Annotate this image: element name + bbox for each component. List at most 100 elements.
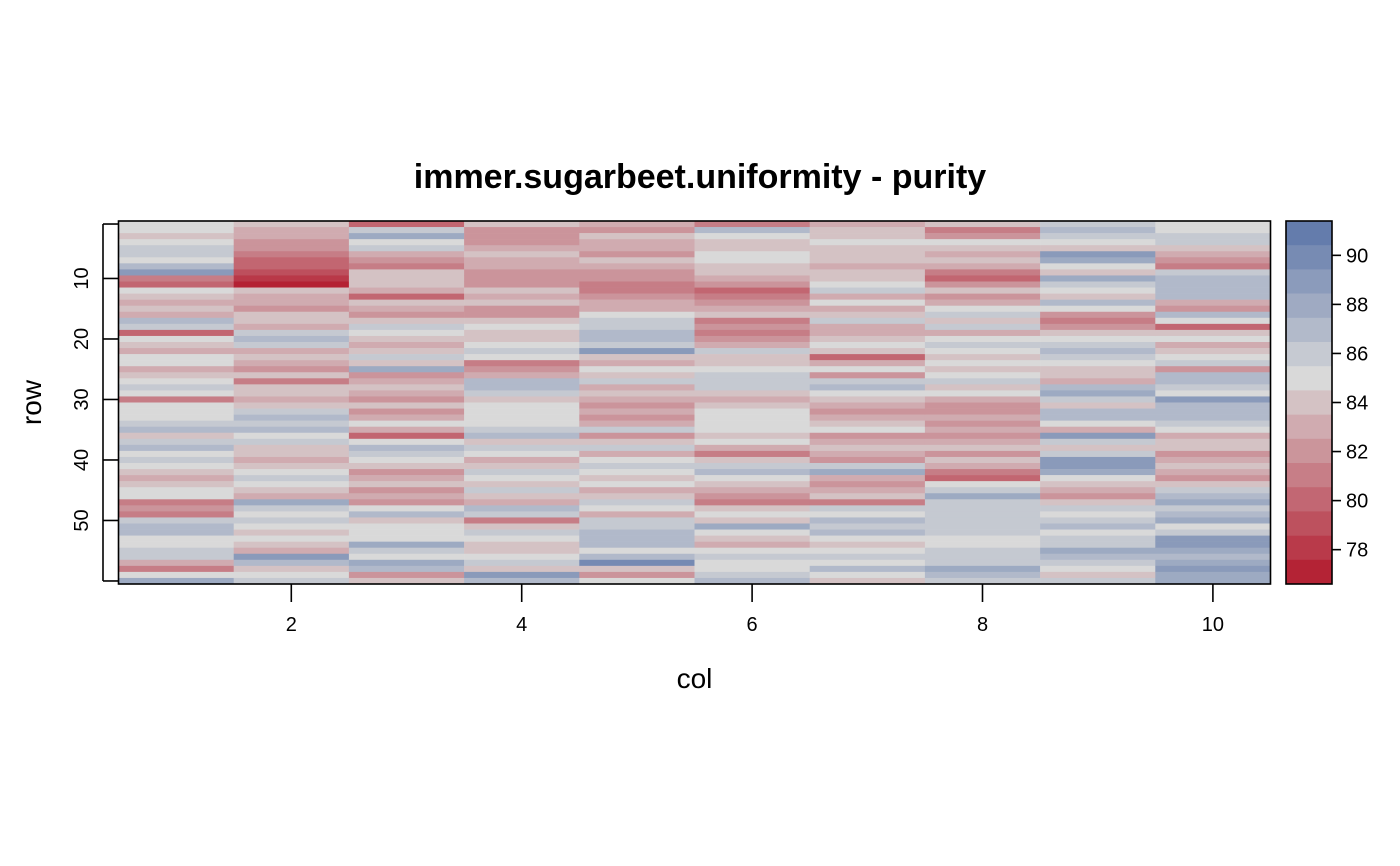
heatmap-cell (348, 559, 465, 567)
heatmap-cell (924, 275, 1041, 282)
y-axis-label: row (16, 379, 47, 425)
heatmap-cell (1155, 414, 1271, 421)
heatmap-cell (118, 342, 234, 349)
heatmap-cell (809, 559, 926, 567)
heatmap-cell (694, 547, 810, 555)
heatmap-cell (579, 450, 695, 458)
heatmap-cell (1155, 227, 1271, 234)
heatmap-cell (809, 511, 926, 518)
heatmap-cell (809, 360, 926, 367)
heatmap-cell (1155, 553, 1271, 561)
heatmap-cell (924, 269, 1041, 276)
heatmap-cell (694, 414, 810, 421)
heatmap-cell (694, 221, 810, 228)
heatmap-cell (694, 275, 810, 282)
heatmap-cell (924, 475, 1041, 482)
heatmap-cell (348, 432, 465, 440)
heatmap-cell (118, 535, 234, 542)
heatmap-cell (579, 577, 695, 585)
heatmap-cell (118, 329, 234, 337)
heatmap-cell (464, 311, 580, 319)
heatmap-cell (233, 342, 350, 349)
heatmap-cell (233, 475, 350, 482)
heatmap-cell (924, 311, 1041, 319)
heatmap-cell (924, 408, 1041, 415)
heatmap-cell (233, 366, 350, 373)
heatmap-cell (694, 450, 810, 458)
heatmap-cell (1155, 559, 1271, 567)
heatmap-cell (233, 384, 350, 391)
heatmap-cell (1040, 342, 1156, 349)
heatmap-cell (1040, 354, 1156, 361)
heatmap-cell (809, 456, 926, 464)
heatmap-cell (1040, 493, 1156, 500)
heatmap-cell (809, 414, 926, 421)
heatmap-cell (579, 505, 695, 512)
heatmap-cell (579, 529, 695, 536)
y-tick-label: 20 (71, 328, 93, 350)
heatmap-cell (579, 414, 695, 421)
heatmap-cell (1155, 384, 1271, 391)
heatmap-cell (348, 517, 465, 524)
heatmap-cell (348, 269, 465, 276)
heatmap-cell (348, 317, 465, 325)
heatmap-cell (694, 227, 810, 234)
heatmap-cell (1040, 444, 1156, 452)
heatmap-cell (1040, 251, 1156, 258)
heatmap-cell (1040, 553, 1156, 561)
heatmap-cell (809, 329, 926, 337)
heatmap-cell (579, 378, 695, 385)
heatmap-cell (464, 511, 580, 518)
heatmap-cell (1155, 293, 1271, 300)
heatmap-cell (464, 342, 580, 349)
heatmap-cell (348, 251, 465, 258)
heatmap-cell (1155, 269, 1271, 276)
heatmap-cell (1155, 275, 1271, 282)
heatmap-cell (464, 456, 580, 464)
heatmap-cell (348, 408, 465, 415)
heatmap-cell (118, 396, 234, 403)
heatmap-cell (348, 469, 465, 476)
heatmap-cell (348, 323, 465, 331)
heatmap-cell (464, 384, 580, 391)
heatmap-cell (1040, 499, 1156, 506)
heatmap-cell (233, 293, 350, 300)
heatmap-cell (694, 541, 810, 548)
heatmap-cell (464, 221, 580, 228)
heatmap-cell (118, 354, 234, 361)
heatmap-cell (924, 372, 1041, 379)
heatmap-cell (694, 396, 810, 403)
heatmap-cell (694, 281, 810, 288)
heatmap-cell (924, 354, 1041, 361)
heatmap-cell (924, 463, 1041, 470)
heatmap-cell (1040, 311, 1156, 319)
heatmap-cell (348, 529, 465, 536)
heatmap-cell (348, 384, 465, 391)
heatmap-cell (809, 342, 926, 349)
heatmap-cell (233, 469, 350, 476)
heatmap-cell (579, 354, 695, 361)
heatmap-cell (694, 559, 810, 567)
heatmap-cell (1155, 239, 1271, 246)
heatmap-cell (924, 323, 1041, 331)
heatmap-cell (233, 487, 350, 494)
heatmap-cell (233, 438, 350, 446)
heatmap-cell (579, 221, 695, 228)
heatmap-cell (118, 227, 234, 234)
heatmap-cell (118, 420, 234, 427)
heatmap-cell (579, 233, 695, 240)
heatmap-cell (924, 469, 1041, 476)
heatmap-cell (233, 414, 350, 421)
heatmap-cell (464, 360, 580, 367)
heatmap-cell (579, 396, 695, 403)
heatmap-cell (1155, 450, 1271, 458)
heatmap-cell (694, 565, 810, 573)
heatmap-cell (1155, 335, 1271, 343)
heatmap-cell (694, 408, 810, 415)
heatmap-cell (809, 366, 926, 373)
heatmap-cell (1040, 475, 1156, 482)
heatmap-cell (1040, 360, 1156, 367)
heatmap-cell (694, 257, 810, 264)
heatmap-cell (579, 293, 695, 300)
heatmap-cell (118, 499, 234, 506)
